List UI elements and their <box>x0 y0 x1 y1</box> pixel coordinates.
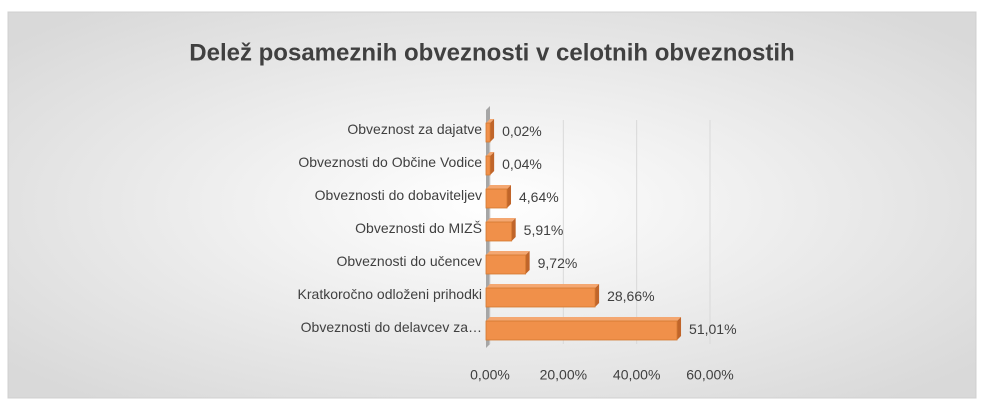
bar <box>485 155 491 176</box>
value-label: 51,01% <box>689 321 736 337</box>
bar-top <box>486 218 516 222</box>
bar-top <box>486 284 600 288</box>
bar <box>485 287 596 308</box>
bar-side <box>490 152 495 175</box>
bar-top <box>486 251 530 255</box>
value-label: 9,72% <box>538 255 578 271</box>
x-tick-label: 20,00% <box>540 367 587 383</box>
bar-side <box>490 119 495 142</box>
value-label: 4,64% <box>519 189 559 205</box>
y-tick-label: Kratkoročno odloženi prihodki <box>298 286 482 302</box>
x-tick-label: 60,00% <box>686 367 733 383</box>
bar-top <box>486 317 682 321</box>
bar-side <box>595 284 600 307</box>
y-tick-label: Obveznosti do učencev <box>336 253 482 269</box>
x-tick-label: 0,00% <box>470 367 510 383</box>
chart-title: Delež posameznih obveznosti v celotnih o… <box>189 39 794 66</box>
bar-side <box>525 251 530 274</box>
bar <box>485 122 491 143</box>
bar <box>485 254 527 275</box>
bar-side <box>677 317 682 340</box>
value-label: 5,91% <box>524 222 564 238</box>
y-tick-label: Obveznost za dajatve <box>347 121 482 137</box>
bar-top <box>486 185 512 189</box>
bar <box>485 188 508 209</box>
bar-side <box>507 185 512 208</box>
y-tick-label: Obveznosti do dobaviteljev <box>315 187 482 203</box>
y-tick-label: Obveznosti do Občine Vodice <box>298 154 482 170</box>
bar-top <box>486 152 495 156</box>
bar-top <box>486 119 495 123</box>
value-label: 0,02% <box>502 123 542 139</box>
value-label: 0,04% <box>502 156 542 172</box>
y-tick-label: Obveznosti do delavcev za… <box>301 319 482 335</box>
value-label: 28,66% <box>607 288 654 304</box>
bar <box>485 320 678 341</box>
y-tick-label: Obveznosti do MIZŠ <box>355 220 482 236</box>
x-tick-label: 40,00% <box>613 367 660 383</box>
bar <box>485 221 513 242</box>
bar-side <box>511 218 516 241</box>
